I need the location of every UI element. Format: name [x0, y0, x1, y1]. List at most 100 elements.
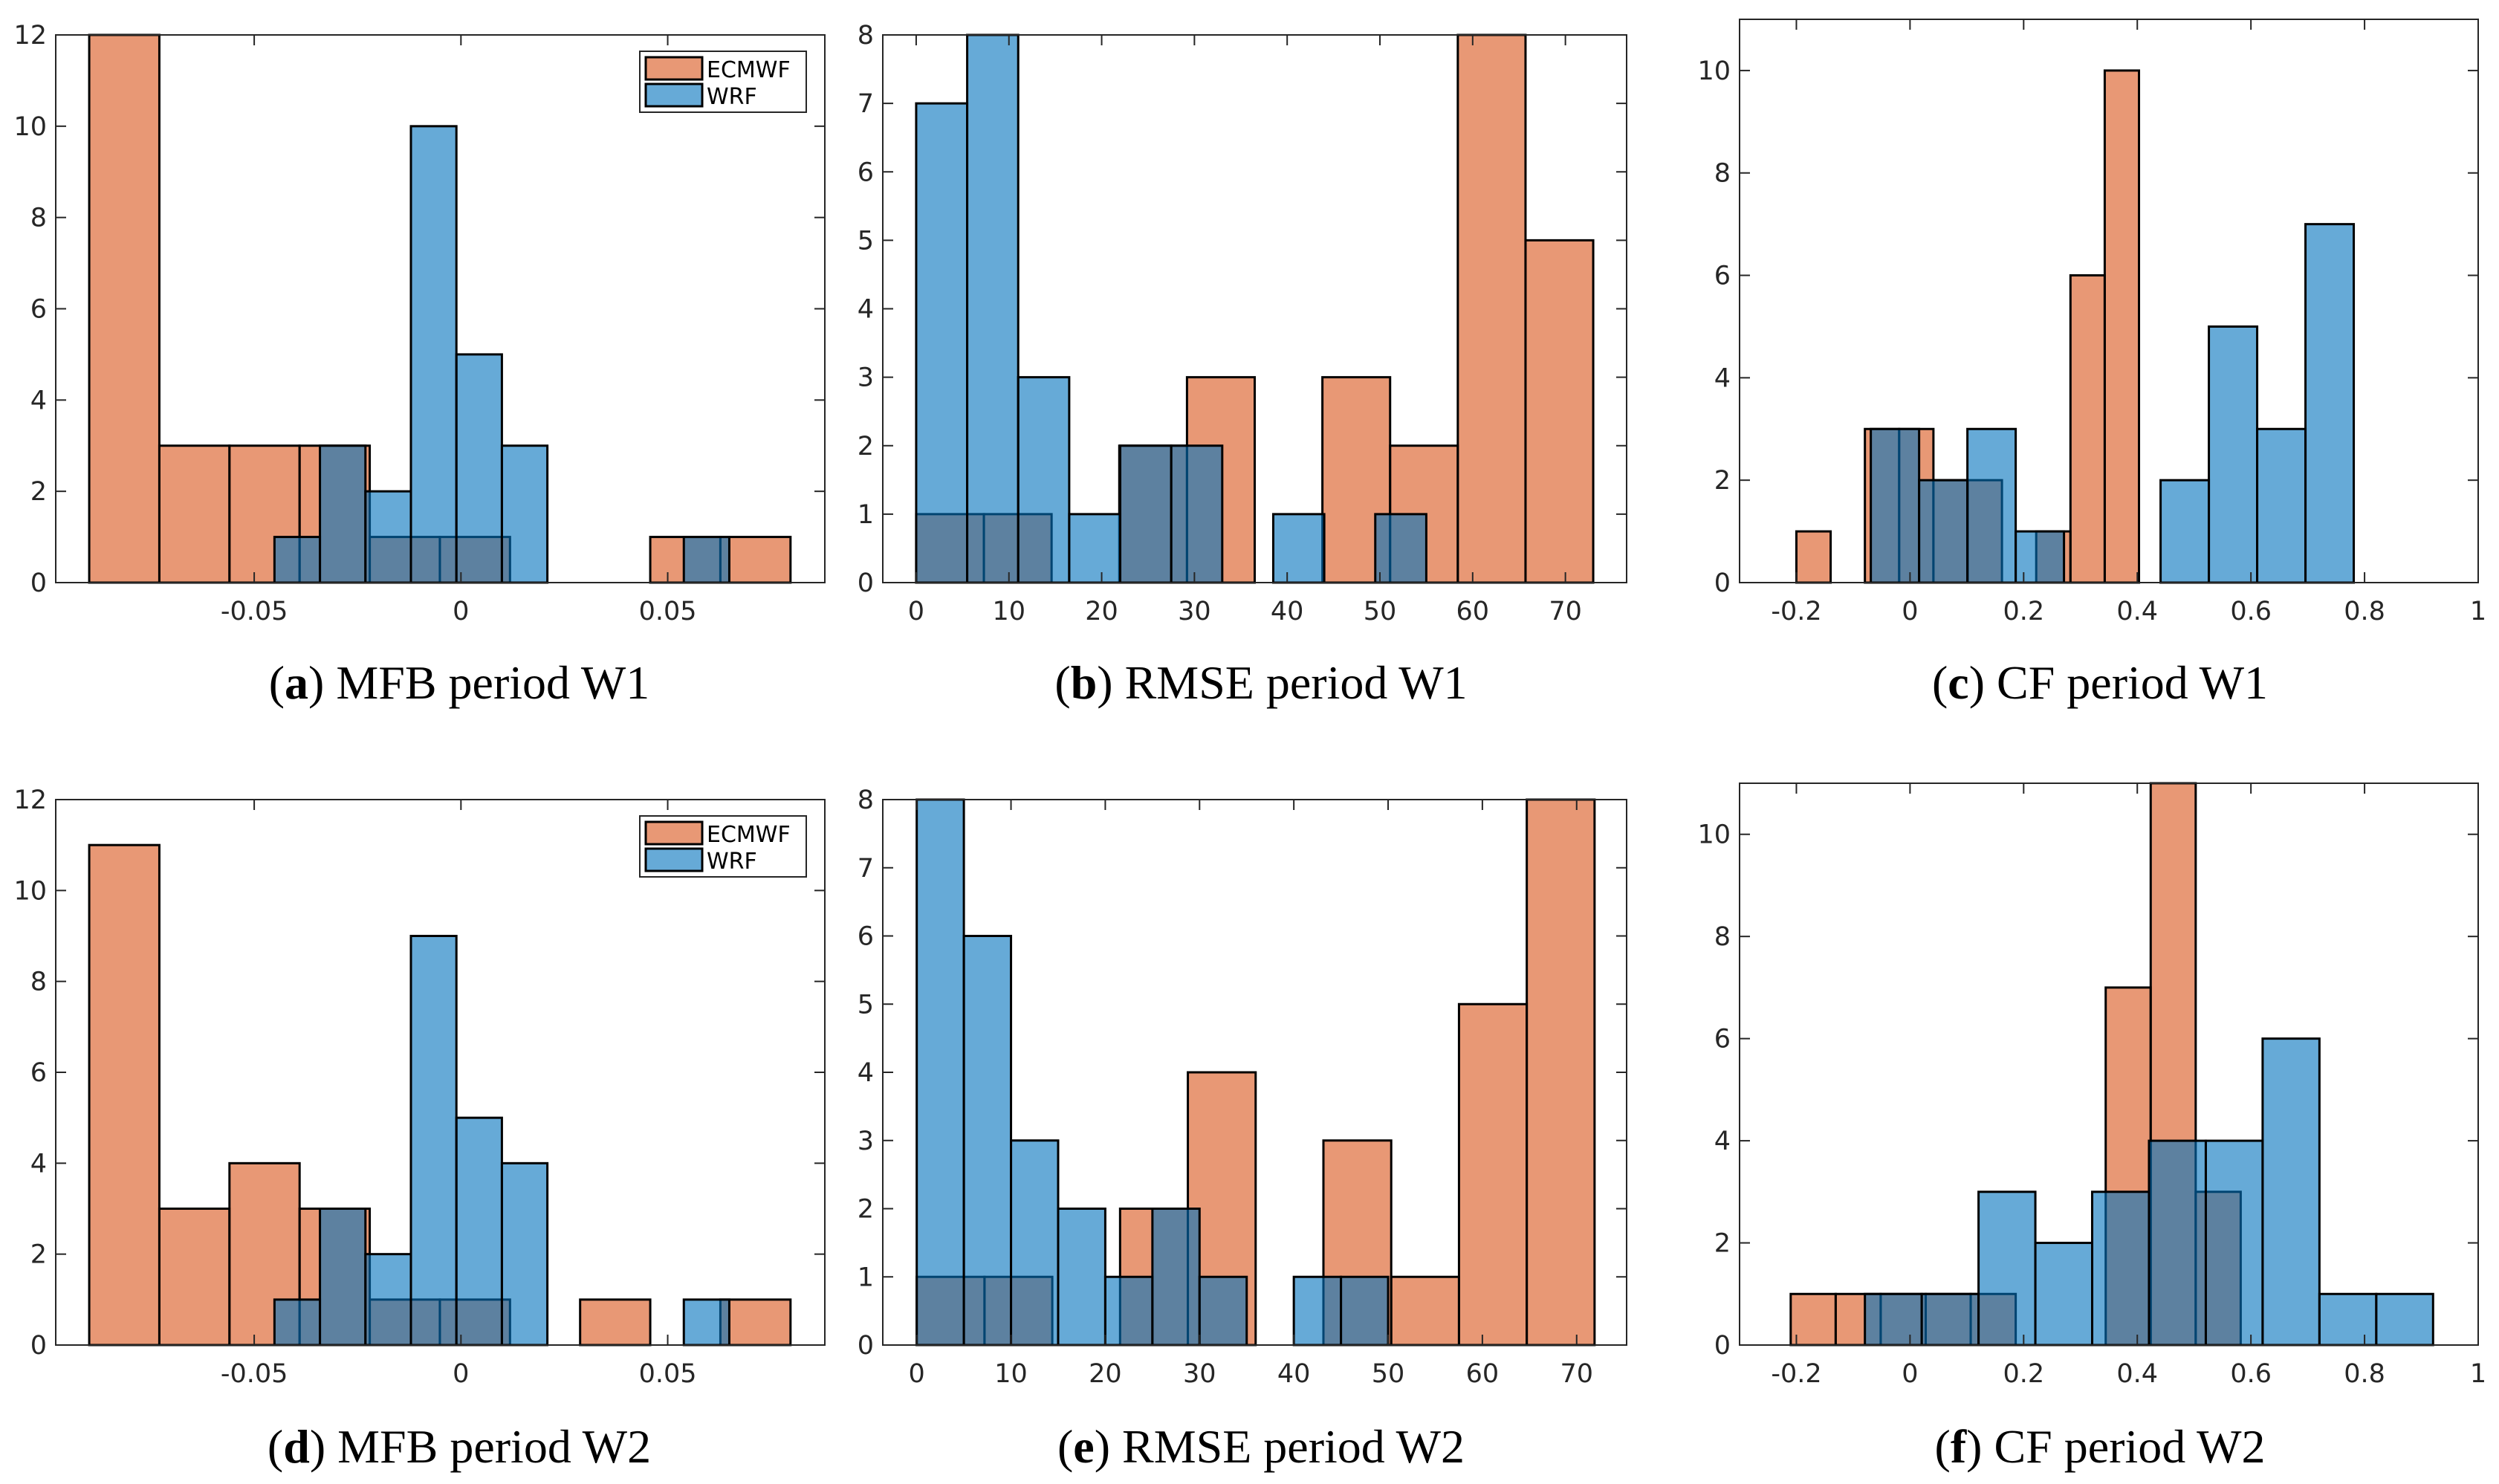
bar-wrf [682, 1298, 730, 1347]
x-tick-label: -0.2 [1771, 1359, 1821, 1389]
bar-wrf [500, 1161, 549, 1347]
bar-wrf [1374, 513, 1427, 584]
legend-label-ecmwf: ECMWF [707, 822, 791, 848]
y-tick-label: 7 [858, 854, 874, 884]
x-tick-label: 50 [1364, 597, 1397, 626]
bar-wrf [1017, 376, 1071, 584]
x-tick-label: 0 [453, 1359, 469, 1389]
bar-ecmwf [158, 1208, 231, 1347]
y-tick-label: 4 [1714, 363, 1731, 393]
y-tick-label: 0 [30, 568, 47, 598]
y-tick-label: 6 [30, 1058, 47, 1088]
bar-ecmwf [579, 1298, 652, 1347]
series-wrf [273, 935, 730, 1347]
legend-label-wrf: WRF [707, 84, 757, 110]
y-tick-label: 12 [13, 21, 47, 51]
x-tick-label: 0.8 [2344, 597, 2385, 626]
y-tick-label: 8 [1714, 922, 1731, 952]
bar-ecmwf [1390, 1275, 1460, 1347]
y-tick-label: 2 [858, 432, 874, 461]
series-wrf [273, 125, 730, 584]
bar-wrf [319, 444, 367, 584]
bar-wrf [364, 1253, 412, 1347]
bar-ecmwf [1456, 33, 1527, 584]
x-tick-label: 20 [1089, 1359, 1122, 1389]
bar-wrf [1103, 1275, 1154, 1347]
y-tick-label: 3 [858, 363, 874, 393]
bar-wrf [1340, 1275, 1390, 1347]
bar-ecmwf [1795, 530, 1832, 584]
bar-wrf [455, 353, 503, 584]
subfigure-caption: (c) CF period W1 [1932, 656, 2268, 709]
x-tick-label: 1 [2470, 597, 2486, 626]
x-tick-label: 0 [1902, 1359, 1918, 1389]
bar-wrf [2159, 479, 2211, 584]
bar-wrf [915, 102, 969, 584]
bar-wrf [1870, 427, 1921, 584]
y-tick-label: 8 [858, 21, 874, 51]
bar-wrf [2375, 1292, 2434, 1347]
y-tick-label: 10 [13, 876, 47, 906]
y-tick-label: 1 [858, 1263, 874, 1292]
y-tick-label: 2 [858, 1195, 874, 1225]
series-wrf [1870, 223, 2356, 584]
bar-wrf [1151, 1208, 1201, 1347]
x-tick-label: 0.4 [2116, 1359, 2158, 1389]
bar-ecmwf [88, 33, 161, 584]
y-tick-label: 5 [858, 226, 874, 256]
bar-ecmwf [719, 536, 792, 584]
x-tick-label: 70 [1560, 1359, 1593, 1389]
bar-ecmwf [719, 1298, 792, 1347]
y-tick-label: 4 [30, 386, 47, 415]
subfigure-title: MFB period W2 [337, 1420, 651, 1473]
bar-wrf [2261, 1037, 2321, 1347]
bar-wrf [273, 1298, 322, 1347]
legend-swatch-wrf [644, 82, 704, 108]
subfigure-label: f [1951, 1420, 1967, 1473]
axes-box [1739, 782, 2479, 1346]
bar-wrf [2304, 223, 2356, 584]
subfigure-label: d [283, 1420, 310, 1473]
y-tick-label: 10 [1697, 820, 1731, 850]
axes-box [1739, 19, 2479, 583]
y-tick-label: 4 [858, 295, 874, 325]
x-tick-label: -0.05 [221, 597, 288, 626]
bar-wrf [2208, 325, 2259, 584]
subfigure-title: CF period W1 [1997, 656, 2268, 709]
bar-wrf [682, 536, 730, 584]
y-tick-label: 0 [858, 1331, 874, 1361]
y-tick-label: 0 [30, 1331, 47, 1361]
y-tick-label: 2 [1714, 466, 1731, 496]
y-tick-label: 6 [858, 158, 874, 187]
subfigure-label: e [1073, 1420, 1094, 1473]
bar-wrf [915, 798, 965, 1347]
bar-wrf [1920, 1292, 1980, 1347]
subfigure-label: b [1071, 656, 1098, 709]
legend-swatch-wrf [644, 847, 704, 872]
x-tick-label: 40 [1271, 597, 1304, 626]
y-tick-label: 8 [30, 968, 47, 997]
bar-wrf [1198, 1275, 1248, 1347]
x-tick-label: 10 [992, 597, 1025, 626]
bar-wrf [364, 490, 412, 584]
bar-wrf [1966, 427, 2017, 584]
bar-wrf [2204, 1139, 2264, 1347]
x-tick-label: 30 [1178, 597, 1211, 626]
bar-ecmwf [1789, 1292, 1837, 1347]
x-tick-label: 50 [1372, 1359, 1405, 1389]
x-tick-label: 0.05 [639, 597, 697, 626]
bar-ecmwf [1526, 798, 1596, 1347]
bar-wrf [409, 935, 458, 1347]
y-tick-label: 6 [1714, 262, 1731, 291]
x-tick-label: 0.6 [2230, 1359, 2272, 1389]
x-tick-label: 0.2 [2003, 597, 2044, 626]
legend-label-wrf: WRF [707, 849, 757, 875]
bar-ecmwf [2103, 69, 2141, 584]
y-tick-label: 1 [858, 500, 874, 530]
subfigure-title: RMSE period W1 [1125, 656, 1468, 709]
